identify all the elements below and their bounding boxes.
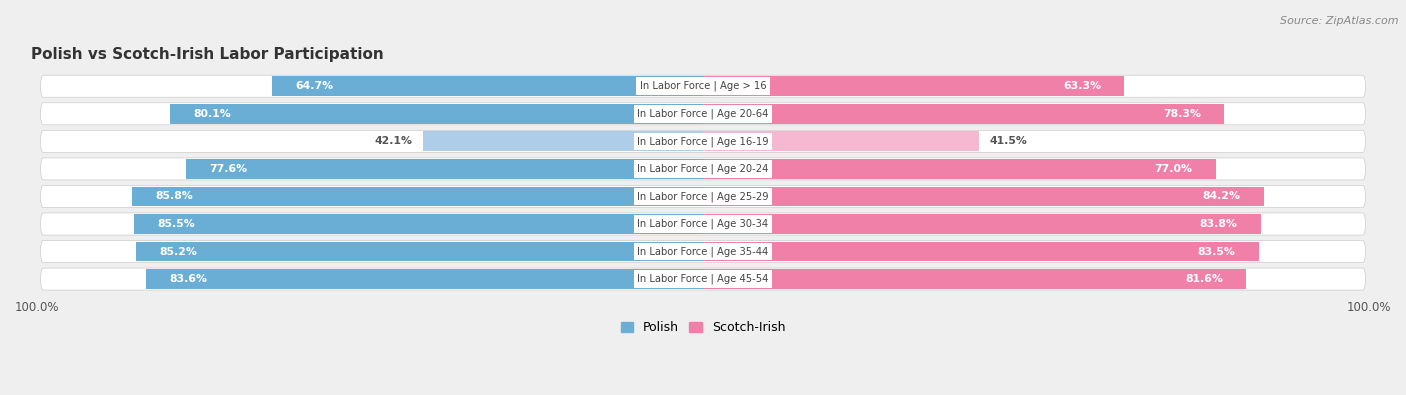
Text: In Labor Force | Age 45-54: In Labor Force | Age 45-54: [637, 274, 769, 284]
Text: Polish vs Scotch-Irish Labor Participation: Polish vs Scotch-Irish Labor Participati…: [31, 47, 384, 62]
Text: 85.8%: 85.8%: [155, 192, 193, 201]
FancyBboxPatch shape: [41, 158, 1365, 180]
Bar: [273, 76, 703, 96]
Text: 78.3%: 78.3%: [1163, 109, 1201, 119]
FancyBboxPatch shape: [41, 213, 1365, 235]
FancyBboxPatch shape: [41, 75, 1365, 97]
Text: In Labor Force | Age 16-19: In Labor Force | Age 16-19: [637, 136, 769, 147]
Text: 77.0%: 77.0%: [1154, 164, 1192, 174]
FancyBboxPatch shape: [41, 241, 1365, 263]
Bar: [423, 132, 703, 151]
Text: 85.2%: 85.2%: [159, 246, 197, 257]
FancyBboxPatch shape: [41, 130, 1365, 152]
Text: 63.3%: 63.3%: [1063, 81, 1101, 91]
Bar: [703, 104, 1225, 124]
Bar: [703, 159, 1216, 179]
Text: 80.1%: 80.1%: [193, 109, 231, 119]
Text: In Labor Force | Age > 16: In Labor Force | Age > 16: [640, 81, 766, 92]
Text: Source: ZipAtlas.com: Source: ZipAtlas.com: [1281, 16, 1399, 26]
Text: 42.1%: 42.1%: [375, 136, 413, 146]
Bar: [187, 159, 703, 179]
Text: 85.5%: 85.5%: [157, 219, 195, 229]
Text: 41.5%: 41.5%: [990, 136, 1028, 146]
Bar: [146, 269, 703, 289]
Text: 83.5%: 83.5%: [1198, 246, 1236, 257]
Bar: [703, 132, 980, 151]
Text: In Labor Force | Age 20-64: In Labor Force | Age 20-64: [637, 109, 769, 119]
Text: In Labor Force | Age 20-24: In Labor Force | Age 20-24: [637, 164, 769, 174]
Text: 84.2%: 84.2%: [1202, 192, 1240, 201]
Text: 83.6%: 83.6%: [170, 274, 208, 284]
Text: In Labor Force | Age 30-34: In Labor Force | Age 30-34: [637, 219, 769, 229]
Bar: [170, 104, 703, 124]
Text: In Labor Force | Age 25-29: In Labor Force | Age 25-29: [637, 191, 769, 202]
Bar: [703, 242, 1258, 261]
Bar: [703, 214, 1261, 234]
Text: 83.8%: 83.8%: [1199, 219, 1237, 229]
FancyBboxPatch shape: [41, 103, 1365, 125]
Text: In Labor Force | Age 35-44: In Labor Force | Age 35-44: [637, 246, 769, 257]
FancyBboxPatch shape: [41, 185, 1365, 207]
Legend: Polish, Scotch-Irish: Polish, Scotch-Irish: [616, 316, 790, 339]
Text: 77.6%: 77.6%: [209, 164, 247, 174]
Bar: [703, 76, 1125, 96]
Bar: [703, 186, 1264, 206]
FancyBboxPatch shape: [41, 268, 1365, 290]
Bar: [134, 214, 703, 234]
Text: 64.7%: 64.7%: [295, 81, 333, 91]
Bar: [703, 269, 1246, 289]
Bar: [132, 186, 703, 206]
Text: 81.6%: 81.6%: [1185, 274, 1223, 284]
Bar: [136, 242, 703, 261]
